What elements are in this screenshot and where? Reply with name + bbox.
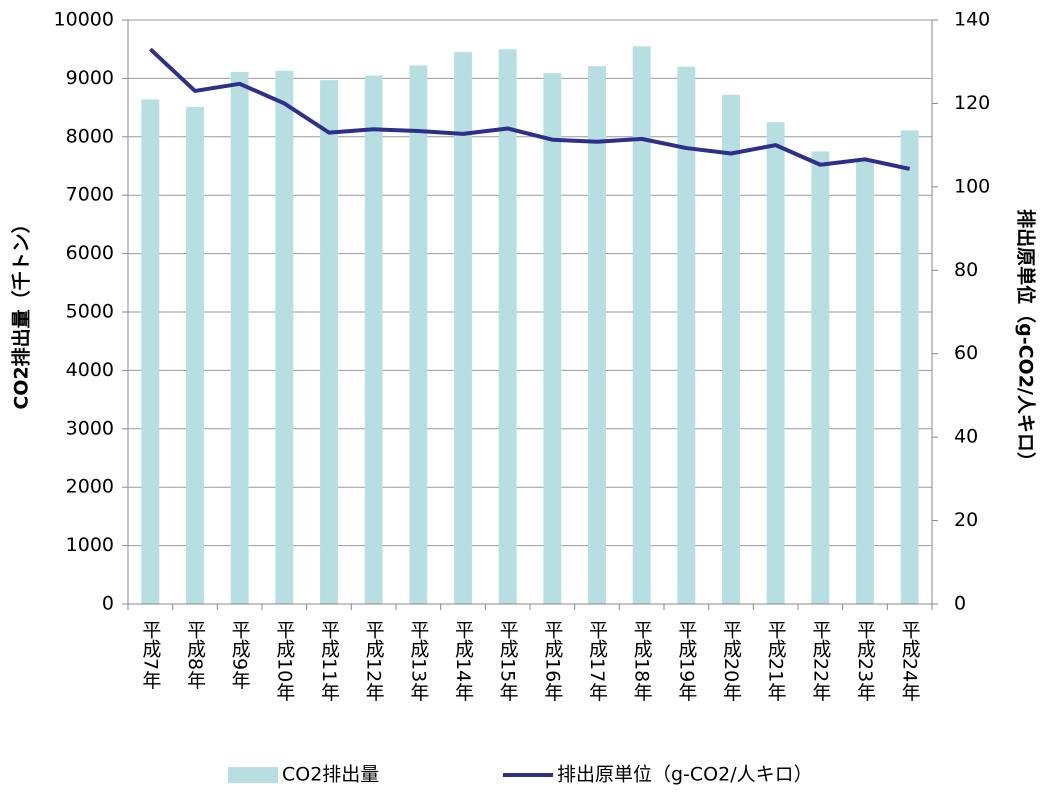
x-tick-label: 平成19年: [675, 620, 697, 701]
y2-tick-label: 40: [954, 426, 978, 448]
legend-swatch: [228, 767, 278, 783]
y2-tick-label: 80: [954, 259, 978, 281]
bar: [588, 66, 606, 605]
x-tick-label: 平成17年: [586, 620, 608, 701]
x-tick-label: 平成16年: [541, 620, 563, 701]
y2-tick-label: 140: [954, 9, 990, 31]
bar: [722, 94, 740, 604]
bar: [900, 130, 919, 604]
bar: [364, 75, 383, 605]
y-tick-label: 2000: [66, 476, 114, 498]
bar: [320, 80, 338, 605]
x-tick-label: 平成8年: [184, 620, 206, 689]
bar: [632, 46, 651, 604]
y2-tick-label: 100: [954, 175, 990, 197]
y2-tick-label: 20: [954, 509, 978, 531]
legend-label: 排出原単位（g-CO2/人キロ）: [557, 764, 813, 786]
y-tick-label: 0: [102, 593, 114, 615]
bar: [275, 70, 294, 605]
bar: [543, 73, 562, 605]
x-tick-label: 平成12年: [363, 620, 385, 701]
y-tick-label: 7000: [66, 184, 114, 206]
x-tick-label: 平成21年: [765, 620, 787, 701]
y-tick-label: 9000: [66, 67, 114, 89]
x-tick-label: 平成24年: [899, 620, 921, 701]
bar: [498, 49, 517, 604]
bar: [766, 122, 785, 604]
y2-tick-label: 0: [954, 593, 966, 615]
y2-tick-label: 120: [954, 92, 990, 114]
x-tick-label: 平成22年: [809, 620, 831, 701]
y-tick-label: 1000: [66, 534, 114, 556]
x-tick-label: 平成14年: [452, 620, 474, 701]
bar: [677, 66, 696, 605]
y-tick-label: 4000: [66, 359, 114, 381]
y-tick-label: 3000: [66, 417, 114, 439]
x-tick-label: 平成13年: [407, 620, 429, 701]
bar: [409, 65, 428, 604]
y-tick-label: 5000: [66, 301, 114, 323]
bar: [856, 158, 874, 604]
x-tick-label: 平成7年: [139, 620, 161, 689]
y-tick-label: 8000: [66, 125, 114, 147]
bar: [454, 52, 472, 605]
x-tick-label: 平成10年: [273, 620, 295, 701]
x-tick-label: 平成20年: [720, 620, 742, 701]
y-tick-label: 10000: [54, 9, 114, 31]
y2-axis-title: 排出原単位（g-CO2/人キロ）: [1015, 209, 1038, 471]
x-tick-label: 平成15年: [497, 620, 519, 701]
line: [148, 47, 911, 171]
y2-tick-label: 60: [954, 342, 978, 364]
bar: [811, 151, 830, 604]
legend-label: CO2排出量: [282, 764, 379, 786]
y-axis-title: CO2排出量（千トン）: [10, 214, 33, 409]
y-tick-label: 6000: [66, 242, 114, 264]
x-tick-label: 平成23年: [854, 620, 876, 701]
x-tick-label: 平成11年: [318, 620, 340, 701]
x-tick-label: 平成9年: [229, 620, 251, 689]
bar: [186, 107, 204, 605]
bar: [141, 99, 160, 604]
x-tick-label: 平成18年: [631, 620, 653, 701]
bar: [230, 71, 249, 604]
